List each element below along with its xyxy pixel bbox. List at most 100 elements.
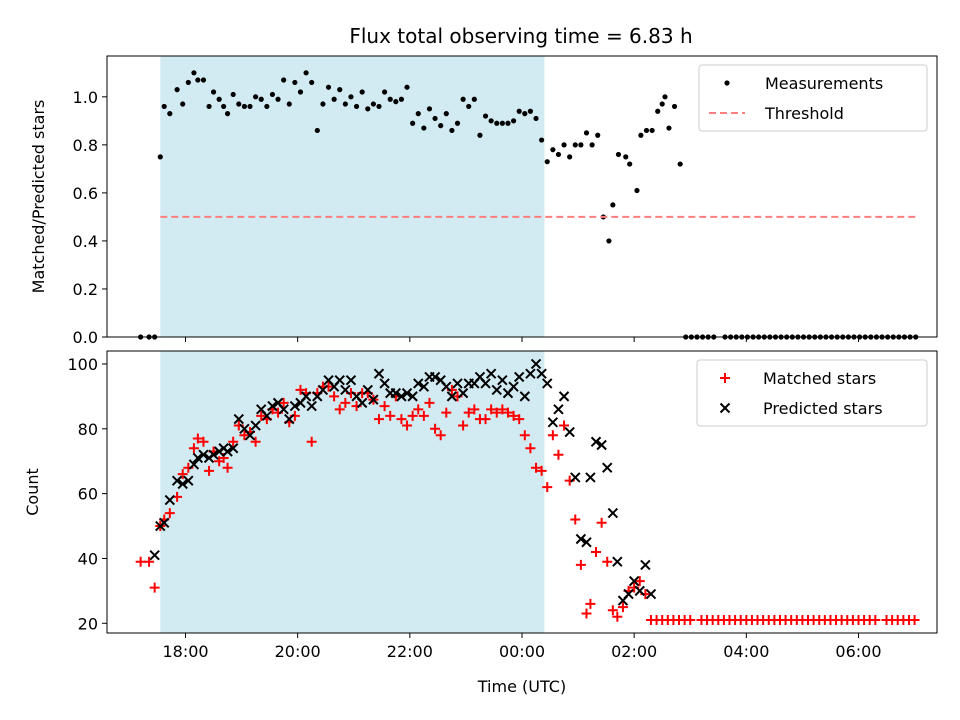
predicted-star-point — [267, 400, 278, 412]
measurement-point — [438, 123, 444, 129]
measurement-point — [516, 108, 522, 114]
matched-star-point — [177, 469, 188, 480]
predicted-star-point — [525, 368, 536, 379]
matched-star-point — [239, 430, 250, 441]
predicted-star-point — [407, 391, 418, 402]
measurement-point — [527, 108, 534, 114]
measurement-point — [615, 151, 622, 158]
matched-star-point — [306, 436, 317, 447]
matched-star-point — [402, 420, 413, 431]
matched-star-point — [559, 420, 570, 431]
matched-star-point — [430, 423, 441, 434]
matched-star-point — [570, 514, 581, 525]
predicted-star-point — [401, 387, 413, 399]
measurement-point — [292, 79, 298, 86]
measurement-point — [275, 96, 281, 102]
measurement-point — [264, 103, 270, 110]
measurement-point — [655, 108, 661, 114]
y-tick-label: 20 — [78, 614, 98, 633]
matched-star-point — [373, 414, 384, 425]
predicted-star-point — [457, 387, 469, 399]
y-tick-label: 0.8 — [73, 136, 98, 155]
measurement-point — [382, 89, 388, 95]
measurement-point — [466, 103, 472, 110]
legend-predicted-swatch — [719, 402, 731, 414]
matched-star-point — [256, 410, 267, 421]
predicted-star-point — [508, 381, 519, 392]
predicted-star-point — [446, 391, 458, 402]
measurement-point — [634, 187, 640, 194]
predicted-star-point — [278, 404, 289, 415]
predicted-star-point — [581, 537, 592, 548]
y-tick-label: 1.0 — [73, 88, 98, 107]
measurement-point — [623, 154, 629, 160]
predicted-star-point — [222, 446, 233, 457]
matched-star-point — [514, 414, 525, 425]
measurement-point — [161, 103, 167, 110]
measurement-point — [649, 127, 655, 134]
measurement-point — [561, 142, 567, 148]
measurement-point — [666, 125, 672, 131]
matched-star-point — [536, 465, 547, 476]
measurement-point — [432, 115, 438, 122]
measurement-point — [404, 84, 410, 90]
matched-star-point — [469, 404, 480, 415]
predicted-star-point — [317, 384, 329, 396]
measurement-point — [505, 120, 511, 126]
matched-star-point — [278, 397, 289, 408]
measurement-point — [510, 118, 517, 124]
predicted-star-point — [356, 397, 368, 409]
y-tick-label: 60 — [78, 485, 98, 504]
top-axes: 0.0 0.2 0.4 0.6 0.8 1.0 Matched/Predicted star… — [29, 55, 938, 347]
measurement-point — [627, 161, 633, 167]
measurement-point — [221, 103, 227, 110]
predicted-star-point — [149, 549, 160, 561]
matched-star-point — [424, 397, 435, 408]
predicted-star-point — [485, 368, 497, 379]
predicted-star-point — [233, 413, 244, 425]
predicted-star-point — [513, 371, 525, 383]
matched-star-point — [435, 430, 446, 441]
measurement-point — [191, 70, 197, 76]
measurement-point — [555, 151, 562, 158]
matched-star-point — [204, 465, 215, 476]
measurement-point — [320, 101, 326, 107]
predicted-star-point — [536, 368, 547, 379]
observing-window-shade — [160, 351, 545, 633]
matched-star-point — [135, 556, 146, 567]
matched-star-point — [553, 449, 564, 460]
legend-label: Predicted stars — [763, 399, 883, 418]
measurement-point — [471, 96, 477, 102]
measurement-point — [449, 127, 455, 134]
predicted-star-point — [547, 417, 559, 428]
measurement-point — [659, 101, 665, 107]
measurement-point — [331, 96, 337, 102]
predicted-star-point — [373, 368, 385, 379]
measurement-point — [241, 103, 247, 110]
measurement-point — [376, 103, 382, 110]
measurement-point — [325, 84, 332, 90]
measurement-point — [671, 103, 678, 110]
y-tick-label: 80 — [78, 420, 98, 439]
y-axis-label: Matched/Predicted stars — [29, 100, 48, 294]
measurement-point — [224, 111, 231, 117]
matched-star-point — [418, 410, 429, 421]
matched-star-point — [634, 576, 645, 587]
matched-star-point — [525, 443, 536, 454]
measurement-point — [539, 137, 545, 143]
predicted-star-point — [602, 462, 613, 473]
matched-star-point — [295, 384, 306, 395]
legend-label: Matched stars — [763, 369, 876, 388]
measurement-point — [606, 238, 612, 244]
measurement-point — [387, 96, 393, 102]
x-tick-label: 22:00 — [387, 642, 433, 661]
measurement-point — [180, 101, 186, 107]
predicted-star-point — [413, 378, 424, 389]
predicted-star-point — [558, 391, 570, 402]
matched-star-point — [870, 615, 881, 626]
predicted-star-point — [390, 387, 402, 399]
matched-star-point — [329, 391, 340, 402]
legend-label: Measurements — [765, 74, 883, 93]
x-tick-label: 04:00 — [723, 642, 769, 661]
